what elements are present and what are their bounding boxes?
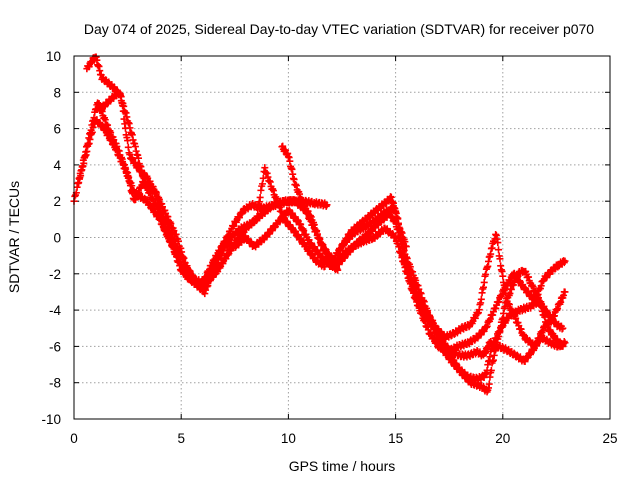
series-track-4 [96,88,329,293]
y-tick-label: -4 [49,303,61,318]
x-tick-label: 10 [281,431,296,446]
x-tick-label: 25 [602,431,617,446]
series-track-10 [404,270,569,366]
y-tick-label: 0 [53,231,61,246]
y-tick-label: 4 [53,158,61,173]
data-markers [70,53,569,396]
x-tick-label: 15 [388,431,403,446]
y-tick-label: 8 [53,85,61,100]
y-axis-label: SDTVAR / TECUs [6,181,22,293]
y-tick-label: 2 [53,194,61,209]
data-point-marker [495,246,503,254]
x-tick-label: 0 [70,431,78,446]
y-tick-label: 10 [46,49,61,64]
data-point-marker [561,288,569,296]
data-point-marker [334,266,342,274]
data-point-marker [321,263,329,271]
data-point-marker [487,366,495,374]
data-point-marker [559,324,567,332]
y-tick-label: -8 [49,376,61,391]
x-tick-label: 5 [177,431,185,446]
data-point-marker [259,174,267,182]
y-tick-label: -10 [41,412,61,427]
data-point-marker [494,239,502,247]
data-point-marker [480,278,488,286]
data-point-marker [499,272,507,280]
series-track-3 [74,116,335,298]
data-point-marker [253,212,261,220]
grid-lines [74,56,610,419]
chart-title: Day 074 of 2025, Sidereal Day-to-day VTE… [84,21,594,37]
series-track-2 [83,53,331,287]
data-point-marker [496,255,504,263]
x-tick-label: 20 [495,431,510,446]
x-axis-label: GPS time / hours [289,458,396,474]
data-point-marker [561,257,569,265]
y-tick-label: 6 [53,122,61,137]
data-point-marker [256,193,264,201]
plot-frame [73,55,611,420]
data-point-marker [477,295,485,303]
y-tick-label: -6 [49,339,61,354]
y-tick-label: -2 [49,267,61,282]
data-point-marker [561,339,569,347]
data-point-marker [323,201,331,209]
data-point-marker [485,380,493,388]
